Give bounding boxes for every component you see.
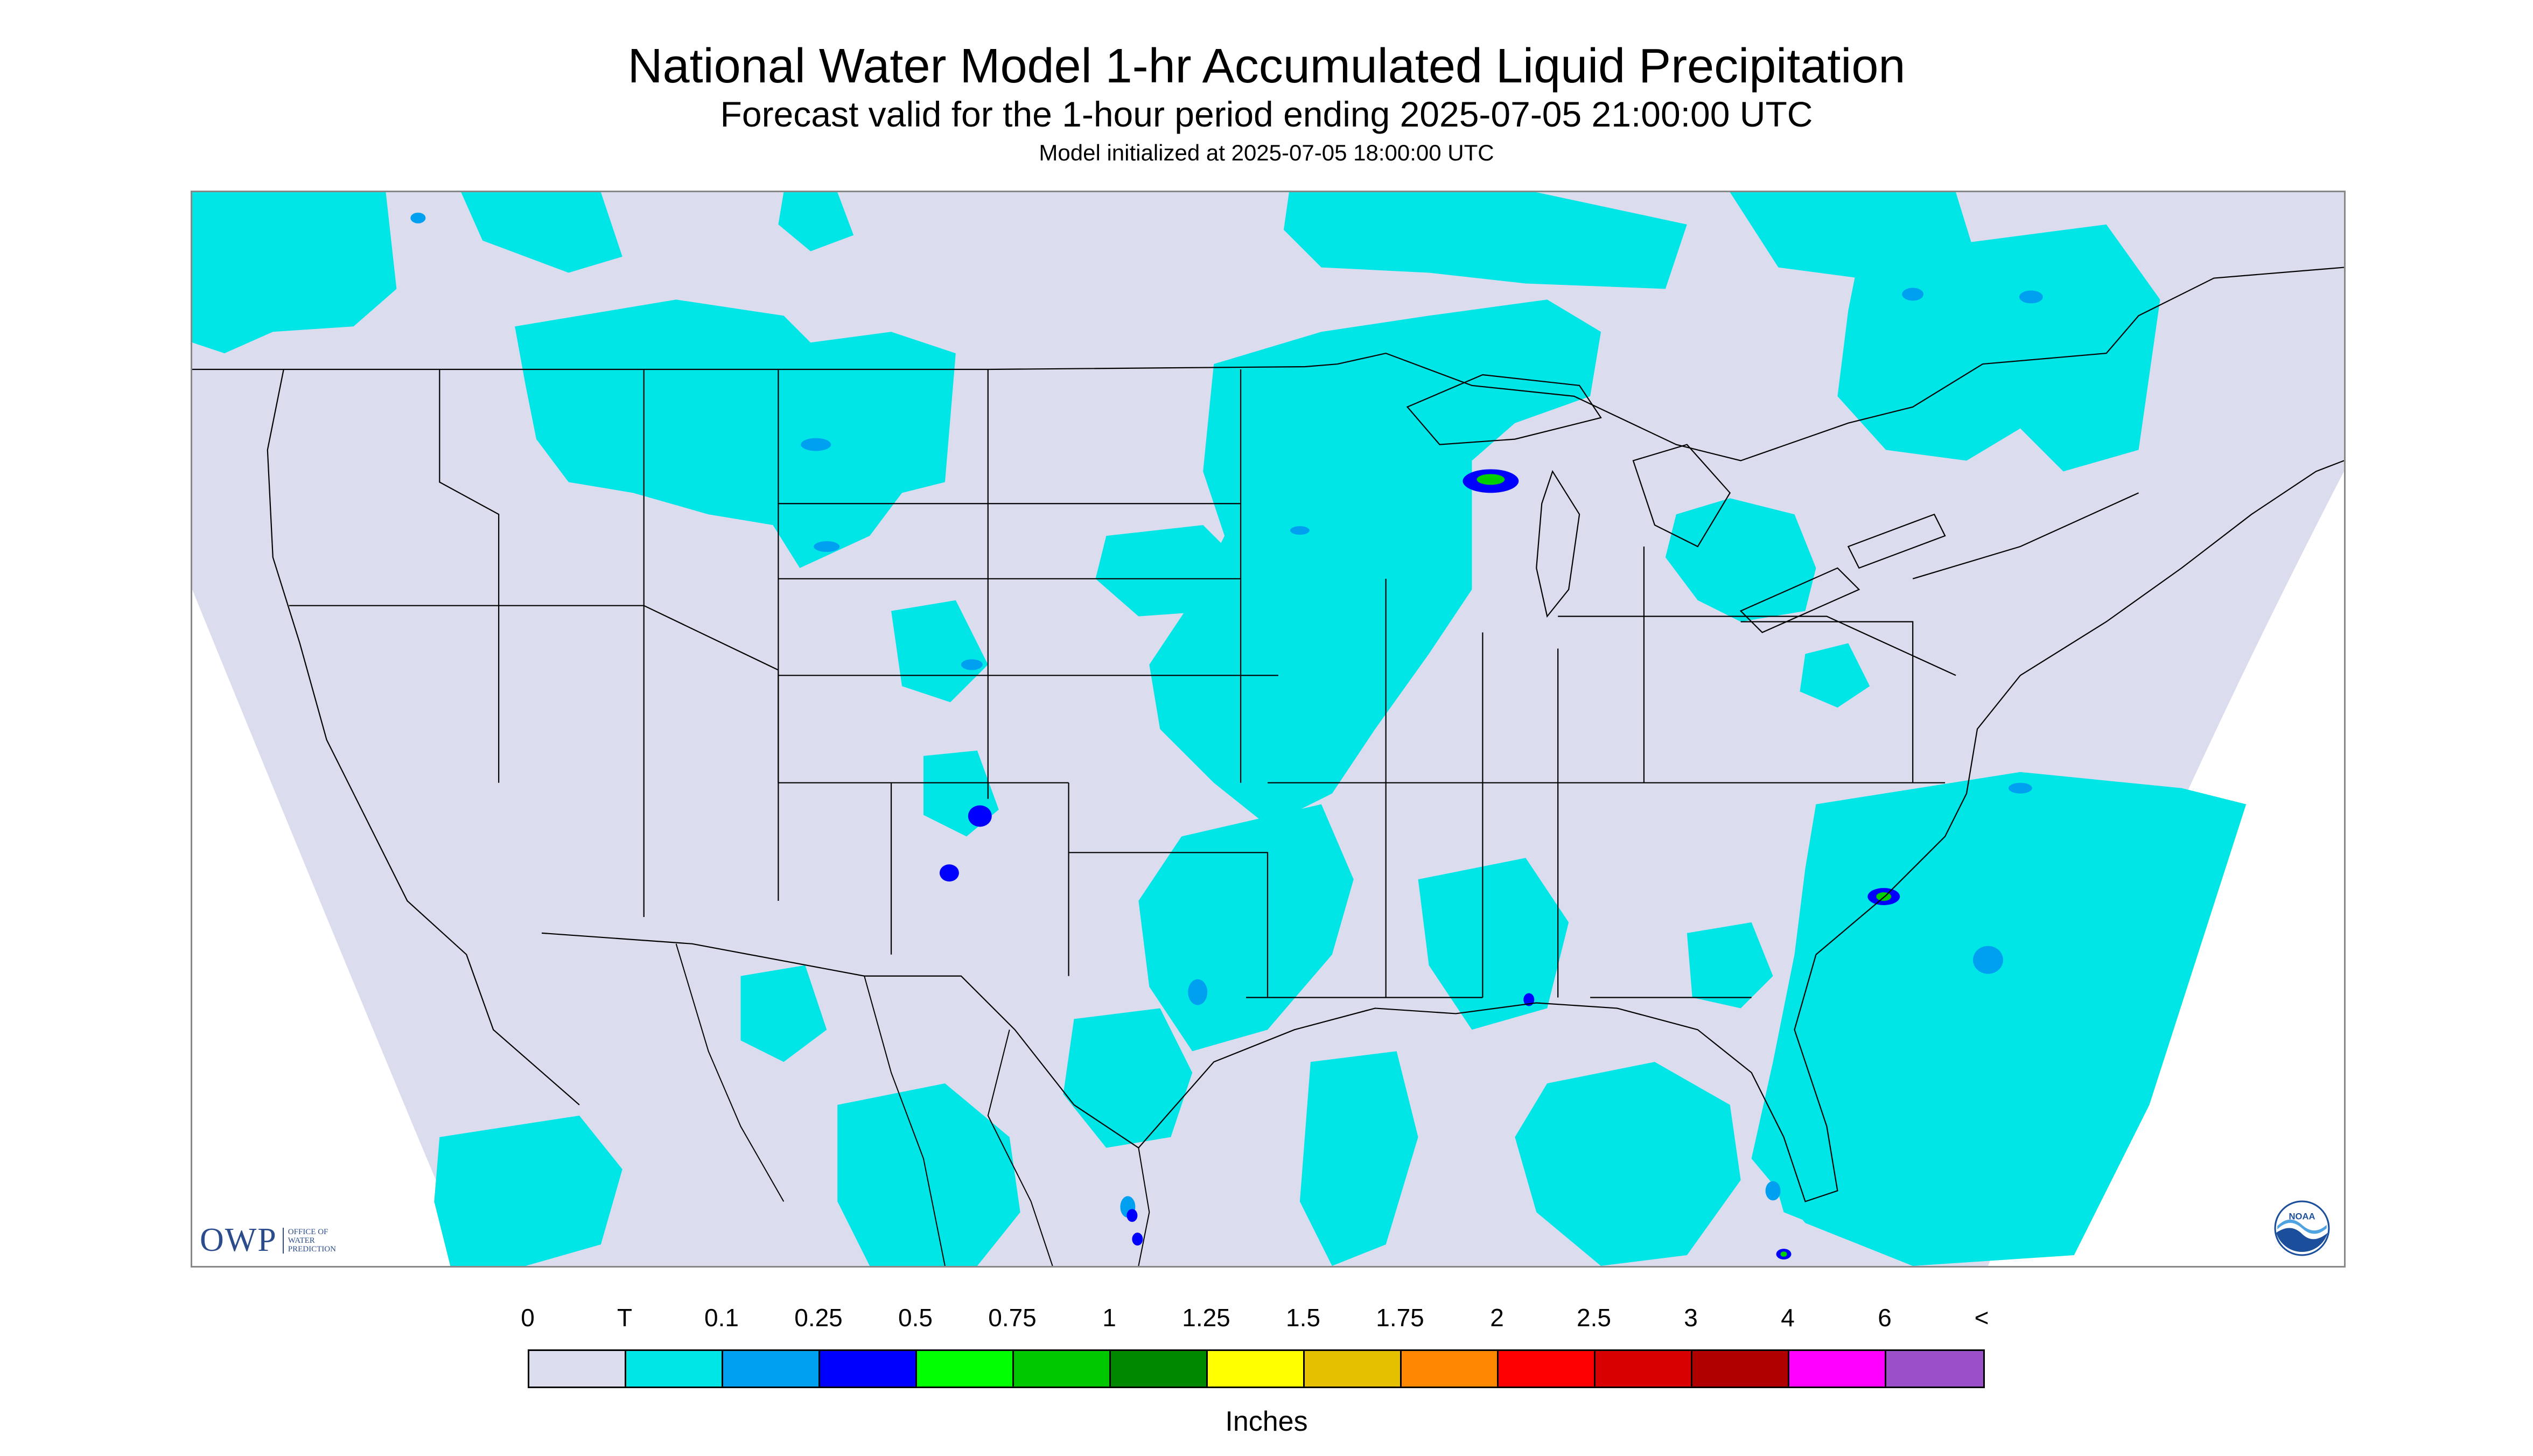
legend-label: 0.1 [704, 1304, 739, 1332]
legend-label: 4 [1781, 1304, 1795, 1332]
legend-units: Inches [1225, 1406, 1308, 1437]
legend-swatch [1499, 1351, 1596, 1387]
legend-swatch [1111, 1351, 1208, 1387]
legend-swatch [529, 1351, 626, 1387]
legend-swatch [1789, 1351, 1886, 1387]
legend-label: T [617, 1304, 633, 1332]
legend-label: 0.75 [988, 1304, 1037, 1332]
legend-swatch [626, 1351, 723, 1387]
legend-label: 0 [521, 1304, 535, 1332]
map-title: National Water Model 1-hr Accumulated Li… [627, 39, 1906, 93]
owp-logo-mark: OWP [200, 1222, 277, 1258]
political-boundaries [192, 267, 2344, 1202]
map-domain-mask-left [192, 589, 472, 1266]
legend-swatch [1305, 1351, 1402, 1387]
owp-logo-line3: Prediction [288, 1244, 336, 1254]
owp-logo-text: Office of Water Prediction [282, 1227, 358, 1254]
precip-trace-areas [192, 192, 2247, 1266]
owp-logo-line1: Office of [288, 1227, 328, 1236]
great-lakes [1406, 374, 1946, 633]
noaa-logo-icon: NOAA [2274, 1200, 2330, 1256]
legend-label: 6 [1878, 1304, 1892, 1332]
legend-swatch [1886, 1351, 1983, 1387]
legend-swatch [917, 1351, 1014, 1387]
legend-swatch [1402, 1351, 1499, 1387]
legend-label: 2 [1490, 1304, 1504, 1332]
legend-swatch [1692, 1351, 1789, 1387]
legend-labels: 0 T 0.1 0.25 0.5 0.75 1 1.25 1.5 1.75 2 2.5 3 4 6 < [479, 1303, 2057, 1341]
map-canvas [192, 192, 2344, 1266]
legend-swatch [1014, 1351, 1111, 1387]
owp-logo: OWP Office of Water Prediction [200, 1221, 358, 1259]
legend-label: 3 [1684, 1304, 1698, 1332]
model-init-text: Model initialized at 2025-07-05 18:00:00… [1039, 140, 1494, 165]
legend-label: 2.5 [1577, 1304, 1611, 1332]
legend-label: < [1974, 1304, 1989, 1332]
legend-color-bar [528, 1349, 1985, 1388]
legend-label: 1.75 [1376, 1304, 1424, 1332]
precipitation-map[interactable]: OWP Office of Water Prediction NOAA [191, 191, 2346, 1268]
legend-label: 1 [1102, 1304, 1116, 1332]
noaa-logo-text: NOAA [2289, 1211, 2315, 1221]
legend-label: 0.25 [794, 1304, 843, 1332]
precip-light-cores [410, 212, 2043, 1218]
legend-swatch [723, 1351, 820, 1387]
mexico-boundaries [675, 943, 1150, 1266]
owp-logo-line2: Water [288, 1236, 315, 1245]
map-subtitle: Forecast valid for the 1-hour period end… [720, 94, 1813, 134]
legend-label: 0.5 [898, 1304, 933, 1332]
legend-label: 1.25 [1182, 1304, 1230, 1332]
legend-swatch [1208, 1351, 1305, 1387]
legend-swatch [820, 1351, 917, 1387]
legend-label: 1.5 [1286, 1304, 1320, 1332]
legend-swatch [1596, 1351, 1692, 1387]
